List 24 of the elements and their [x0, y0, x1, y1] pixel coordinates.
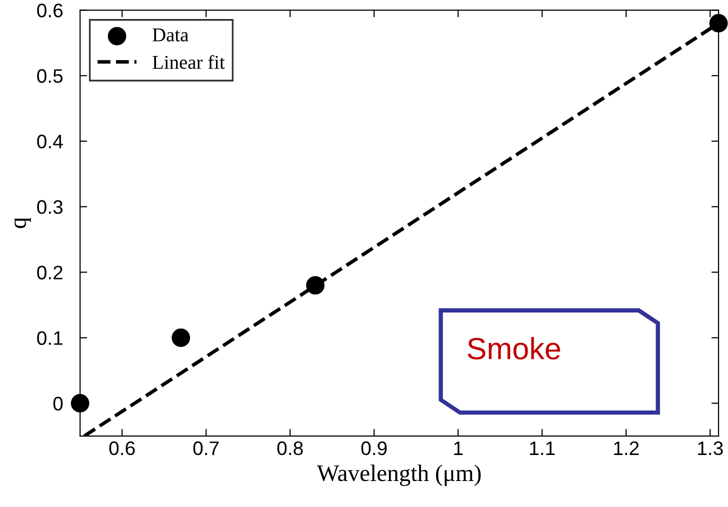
x-tick-label: 1.1	[530, 442, 555, 455]
y-axis-title: q	[14, 218, 31, 228]
point	[172, 328, 190, 347]
legend-label: Data	[152, 28, 188, 42]
point	[709, 14, 728, 32]
x-axis-title: Wavelength (μm)	[316, 464, 481, 486]
x-tick-label: 0.7	[193, 441, 219, 456]
y-tick-label: 0.3	[37, 200, 63, 214]
x-tick-label: 1.3	[698, 441, 723, 456]
legend-label: Linear fit	[152, 55, 225, 69]
y-tick-label: 0	[53, 396, 63, 410]
x-tick-label: 0.6	[109, 441, 135, 456]
x-tick-label: 1	[454, 442, 463, 455]
point	[70, 394, 90, 412]
y-tick-label: 0.6	[37, 4, 63, 18]
y-tick-label: 0.4	[37, 134, 63, 148]
x-tick-label: 1.2	[614, 441, 639, 455]
x-tick-label: 0.9	[361, 441, 387, 456]
y-tick-label: 0.5	[37, 69, 63, 83]
y-tick-label: 0.1	[37, 331, 62, 345]
x-tick-label: 0.8	[277, 441, 303, 456]
annotation: Smoke	[468, 337, 560, 360]
y-tick-label: 0.2	[37, 266, 62, 280]
point	[306, 276, 324, 295]
